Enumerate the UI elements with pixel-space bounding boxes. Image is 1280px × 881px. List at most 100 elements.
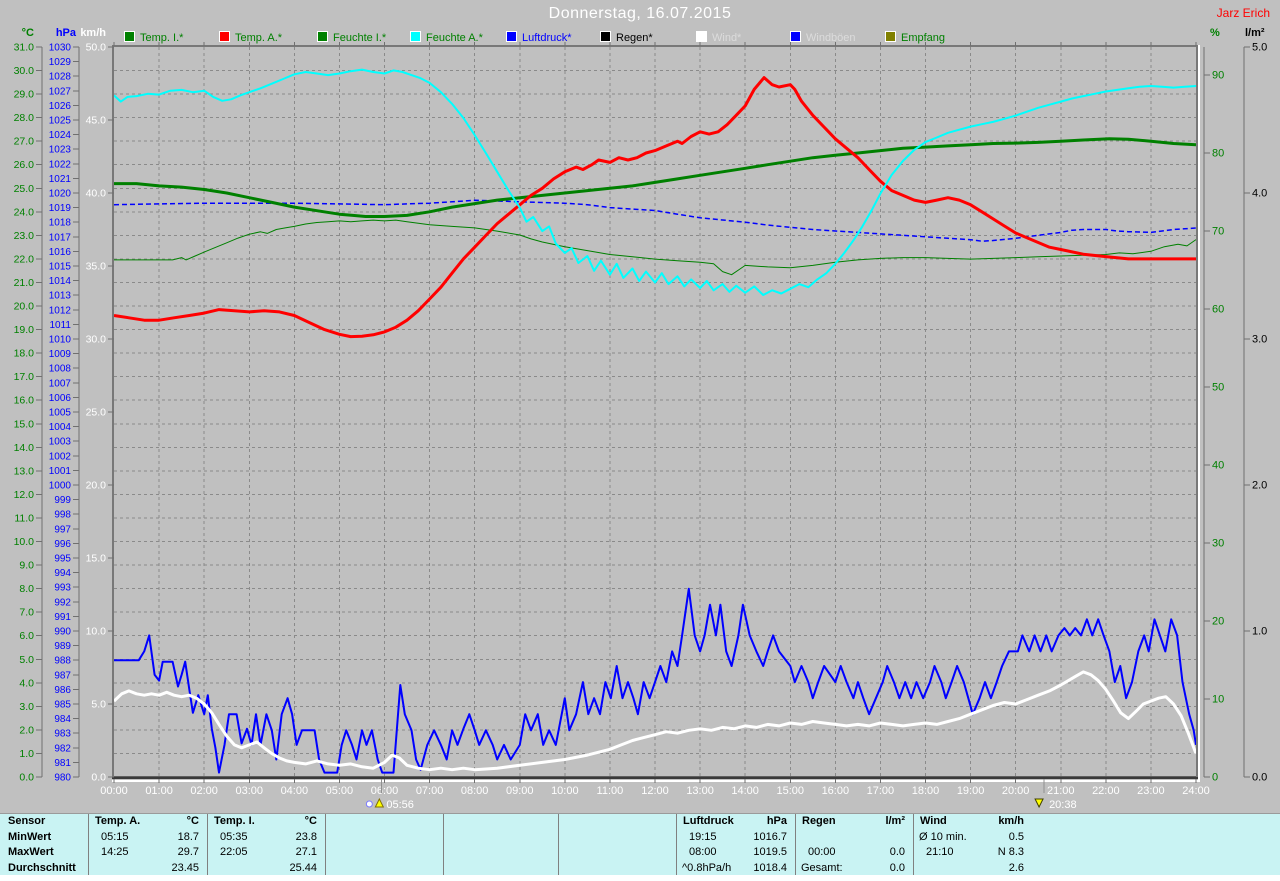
svg-text:40: 40 [1212,460,1224,472]
table-cell-time: Ø 10 min. [919,830,967,843]
series-feuchte-i [114,219,1197,276]
table-col-unit: km/h [998,815,1024,827]
svg-text:988: 988 [54,656,71,667]
svg-text:0.0: 0.0 [1252,772,1267,784]
legend-label: Temp. A.* [235,32,283,44]
svg-text:24:00: 24:00 [1182,785,1210,797]
svg-text:8.0: 8.0 [19,583,34,595]
legend-label: Feuchte A.* [426,32,483,44]
series-temp-i [114,137,1197,218]
svg-text:1.0: 1.0 [19,748,34,760]
svg-text:06:00: 06:00 [371,785,399,797]
svg-text:2.0: 2.0 [19,724,34,736]
svg-text:19:00: 19:00 [957,785,985,797]
table-row-label: MinWert [8,830,52,843]
svg-text:10.0: 10.0 [14,536,35,548]
svg-text:1020: 1020 [49,189,72,200]
svg-text:1012: 1012 [49,305,72,316]
unit-label-humidity: % [1210,27,1220,39]
svg-text:5.0: 5.0 [19,654,34,666]
svg-text:998: 998 [54,510,71,521]
legend-label: Windböen [806,32,856,44]
svg-text:1013: 1013 [49,291,72,302]
legend-item-temp-a: Temp. A.* [219,31,282,44]
svg-text:4.0: 4.0 [19,677,34,689]
table-col-header-regen: Regen [802,815,836,827]
svg-text:9.0: 9.0 [19,560,34,572]
unit-label-rain: l/m² [1245,27,1265,39]
svg-text:989: 989 [54,641,71,652]
table-cell-value: 2.6 [1008,861,1024,874]
table-col-header-temp-i: Temp. I. [214,815,255,827]
svg-text:31.0: 31.0 [14,42,35,54]
series-windb-en [114,587,1197,774]
svg-text:08:00: 08:00 [461,785,489,797]
table-divider [558,814,559,876]
legend-swatch-wind [696,31,707,42]
legend-swatch-luftdruck [506,31,517,42]
bottom-strip [0,875,1280,881]
svg-text:29.0: 29.0 [14,89,35,101]
table-row-label: Durchschnitt [8,861,76,874]
svg-text:1025: 1025 [49,116,72,127]
svg-text:60: 60 [1212,304,1224,316]
svg-text:15.0: 15.0 [14,418,35,430]
x-axis-labels: 00:00 01:00 02:00 03:00 04:00 05:00 06:00 07:00… [100,785,1210,797]
svg-text:1017: 1017 [49,232,72,243]
svg-text:1027: 1027 [49,86,72,97]
svg-text:20: 20 [1212,616,1224,628]
legend-swatch-windb-en [790,31,801,42]
svg-text:1024: 1024 [49,130,72,141]
svg-text:981: 981 [54,758,71,769]
svg-text:1016: 1016 [49,247,72,258]
table-cell-time: 00:00 [808,846,836,858]
svg-text:1015: 1015 [49,262,72,273]
table-cell-time: 14:25 [101,846,129,858]
svg-text:982: 982 [54,743,71,754]
svg-text:00:00: 00:00 [100,785,128,797]
series-wind [112,670,1198,772]
svg-text:20:00: 20:00 [1002,785,1030,797]
svg-text:28.0: 28.0 [14,112,35,124]
svg-text:80: 80 [1212,148,1224,160]
svg-text:07:00: 07:00 [416,785,444,797]
svg-text:1002: 1002 [49,451,72,462]
svg-text:19.0: 19.0 [14,324,35,336]
svg-text:1000: 1000 [49,481,72,492]
legend-item-luftdruck: Luftdruck* [506,31,572,44]
table-cell-value: 27.1 [295,846,317,858]
series-feuchte-a [113,68,1197,296]
svg-text:09:00: 09:00 [506,785,534,797]
table-divider [207,814,208,876]
table-cell-value: 1016.7 [753,830,787,843]
svg-text:0: 0 [1212,772,1218,784]
svg-text:10:00: 10:00 [551,785,579,797]
sunrise-marker: 05:56 [365,779,414,811]
svg-text:1010: 1010 [49,335,72,346]
svg-text:1011: 1011 [49,320,71,331]
svg-text:70: 70 [1212,226,1224,238]
sunrise-time: 05:56 [386,799,414,811]
table-col-header-luftdruck: Luftdruck [683,815,734,827]
table-cell-value: N 8.3 [997,846,1024,858]
legend-swatch-empfang [885,31,896,42]
legend-swatch-temp-a [219,31,230,42]
table-cell-value: 25.44 [289,861,317,874]
chart-svg: 31.0 30.0 29.0 28.0 27.0 26.0 25.0 24.0 23.0 22.0… [14,42,1268,812]
series-luftdruck [113,199,1197,242]
svg-text:993: 993 [54,583,71,594]
svg-text:1019: 1019 [49,203,72,214]
legend-item-windb-en: Windböen [790,31,856,44]
axis-pressure: 1030 1029 1028 1027 1026 1025 1024 1023 1022 1021… [49,43,80,784]
svg-text:1026: 1026 [49,101,72,112]
table-col-unit: hPa [766,815,787,827]
svg-text:991: 991 [54,612,71,623]
legend-label: Temp. I.* [140,32,184,44]
legend-swatch-feuchte-a [410,31,421,42]
svg-text:90: 90 [1212,70,1224,82]
svg-text:30.0: 30.0 [86,334,107,346]
table-cell-value: 0.0 [889,846,905,858]
unit-label-temp: °C [21,27,34,39]
svg-text:1014: 1014 [49,276,72,287]
